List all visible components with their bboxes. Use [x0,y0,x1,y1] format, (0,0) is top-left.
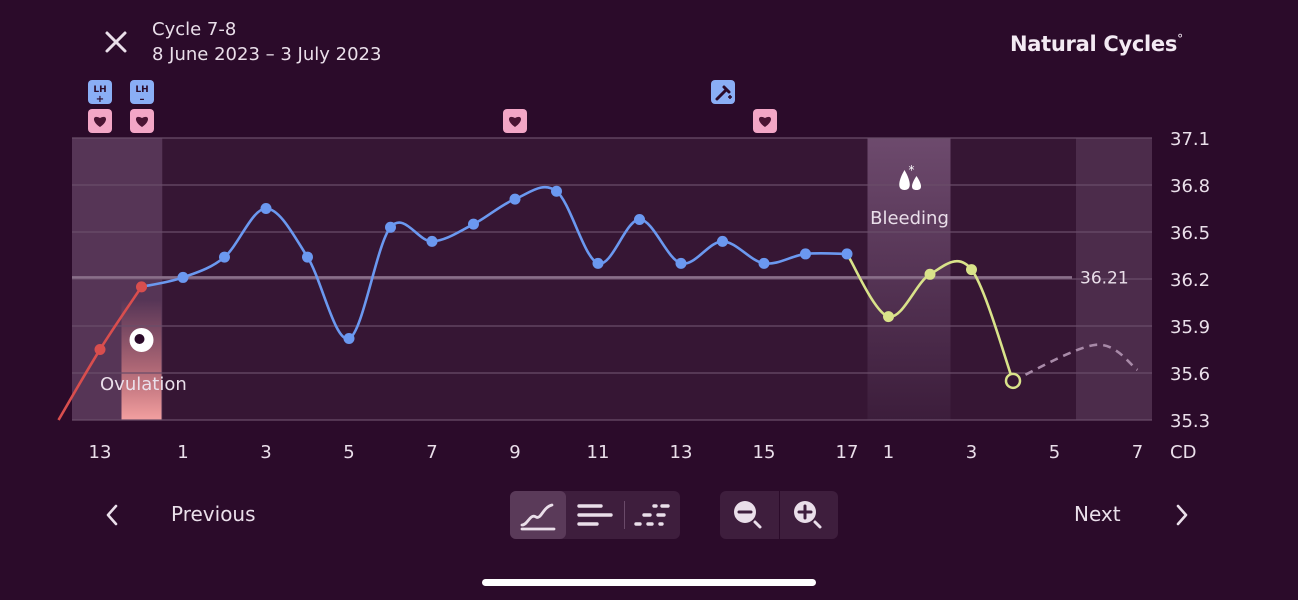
close-icon [105,31,127,53]
temperature-point[interactable] [426,235,438,247]
x-tick-label: 5 [343,442,354,463]
x-tick-label: 1 [177,442,188,463]
y-tick-label: 37.1 [1170,129,1210,150]
svg-text:LH: LH [93,85,106,95]
coverline-label: 36.21 [1080,268,1129,288]
x-tick-label: 1 [883,442,894,463]
bars-icon [577,504,613,526]
x-tick-label: 9 [509,442,520,463]
cycle-title: Cycle 7-8 [152,19,237,40]
heart-icon [508,116,522,127]
temperature-point[interactable] [800,248,811,260]
temperature-point[interactable] [509,193,521,205]
temperature-point[interactable] [883,311,894,323]
ovulation-band [121,300,162,420]
zoom-controls [720,491,838,539]
temperature-point[interactable] [302,251,313,263]
bleeding-drop-icon [912,176,921,190]
y-tick-label: 35.3 [1170,411,1210,432]
bar-view-button[interactable] [567,491,623,539]
temperature-point[interactable] [551,185,562,197]
zoom-out-button[interactable] [720,491,778,539]
lh-positive-badge[interactable] [88,80,112,104]
bleeding-drop-icon [899,170,910,190]
temperature-point[interactable] [468,218,479,230]
view-mode-switch [510,491,680,539]
bleeding-label: Bleeding [870,208,949,229]
predicted-temperature-line [1012,343,1139,383]
close-button[interactable] [100,26,132,58]
curve-chart-icon [520,503,556,531]
temperature-point[interactable] [966,264,977,276]
heart-icon [135,116,149,127]
x-tick-label: 13 [89,442,112,463]
y-tick-label: 36.8 [1170,176,1210,197]
temperature-point[interactable] [177,271,189,283]
next-arrow-button[interactable] [1170,500,1194,530]
y-tick-label: 36.2 [1170,270,1210,291]
x-tick-label: 7 [1132,442,1143,463]
previous-arrow-button[interactable] [100,500,124,530]
brand-logo: Natural Cycles° [1010,32,1183,56]
temperature-point[interactable] [219,251,230,263]
temperature-point[interactable] [136,281,147,293]
x-tick-label: 3 [966,442,977,463]
temperature-point[interactable] [343,333,355,345]
temperature-point[interactable] [675,257,687,269]
next-button[interactable]: Next [1074,502,1121,526]
temperature-point[interactable] [1004,372,1022,390]
zoom-in-button[interactable] [780,491,838,539]
heart-icon [758,116,772,127]
zoom-out-icon [734,501,762,529]
cycle-date-range: 8 June 2023 – 3 July 2023 [152,44,382,65]
svg-text:+: + [96,94,104,105]
svg-text:–: – [140,94,145,105]
x-tick-label: 7 [426,442,437,463]
x-tick-label: 15 [753,442,776,463]
temperature-point[interactable] [717,235,728,247]
temperature-point[interactable] [841,248,853,260]
curve-view-button[interactable] [510,491,566,539]
x-tick-label: 5 [1049,442,1060,463]
lh-negative-badge[interactable] [130,80,154,104]
temperature-point[interactable] [634,213,645,225]
temperature-point[interactable] [260,203,272,214]
svg-text:LH: LH [135,85,148,95]
temperature-point[interactable] [94,344,106,355]
previous-button[interactable]: Previous [171,502,256,526]
zoom-divider [779,491,780,539]
temperature-point[interactable] [924,268,936,280]
ovulation-label: Ovulation [100,374,187,395]
home-indicator [482,579,816,586]
x-tick-label: 13 [670,442,693,463]
svg-text:*: * [909,163,915,177]
dot-view-button[interactable] [624,491,680,539]
y-tick-label: 35.6 [1170,364,1210,385]
temperature-point[interactable] [592,257,604,269]
y-tick-label: 36.5 [1170,223,1210,244]
view-divider [624,501,625,529]
chevron-left-icon [106,504,118,526]
temperature-point[interactable] [385,221,396,233]
zoom-in-icon [794,501,822,529]
dots-icon [634,504,670,526]
heart-icon [93,116,107,127]
x-tick-label: 11 [587,442,610,463]
x-unit-label: CD [1170,442,1196,463]
chevron-right-icon [1176,504,1188,526]
temperature-point[interactable] [758,257,770,269]
test-stick-icon [715,85,731,101]
x-tick-label: 17 [836,442,859,463]
y-tick-label: 35.9 [1170,317,1210,338]
x-tick-label: 3 [260,442,271,463]
